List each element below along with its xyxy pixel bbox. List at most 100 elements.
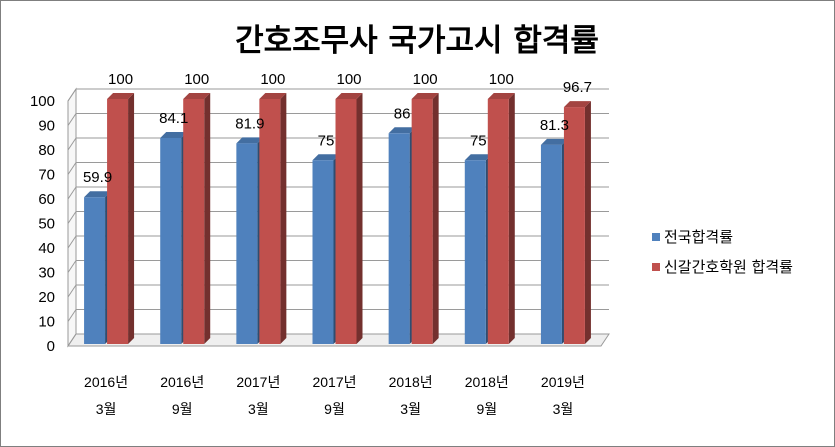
data-label: 59.9 (83, 169, 112, 186)
bar-top (335, 93, 363, 99)
data-label: 100 (413, 71, 438, 88)
bar (160, 131, 188, 344)
y-tick-label: 60 (38, 191, 55, 208)
data-label: 75 (470, 132, 487, 149)
bar-side (584, 101, 591, 345)
x-tick-label: 2019년 (541, 374, 585, 390)
bar (107, 93, 135, 344)
x-tick-label: 2016년 (84, 374, 128, 390)
bar-front (540, 144, 562, 344)
bar (464, 154, 492, 344)
bar-front (236, 143, 258, 344)
bar-side (356, 93, 363, 344)
bar (540, 138, 568, 344)
data-label: 81.9 (235, 115, 264, 132)
bar-side (508, 93, 515, 344)
legend-swatch (652, 233, 660, 241)
data-label: 81.3 (540, 117, 569, 134)
chart-title: 간호조무사 국가고시 합격률 (235, 23, 599, 59)
bar-top (563, 101, 591, 108)
legend-swatch (652, 263, 660, 271)
y-tick-label: 20 (38, 289, 55, 306)
gridline-side (67, 260, 77, 273)
bar-front (160, 137, 182, 344)
bar (183, 93, 211, 344)
bar-side (280, 93, 287, 344)
bar-top (107, 93, 135, 99)
x-tick-label: 2018년 (389, 374, 433, 390)
x-tick-label: 9월 (476, 401, 497, 417)
legend-entry: 전국합격률 (664, 228, 733, 246)
x-tick-label: 3월 (400, 401, 421, 417)
data-label: 84.1 (159, 110, 188, 127)
x-tick-label: 2016년 (160, 374, 204, 390)
bar-top (183, 93, 211, 99)
data-label: 96.7 (563, 79, 592, 96)
bar-top (487, 93, 515, 99)
bar (388, 127, 416, 344)
gridline-side (67, 235, 77, 249)
data-label: 100 (489, 71, 514, 88)
bar (259, 93, 287, 344)
y-tick-label: 40 (38, 240, 55, 257)
data-label: 100 (184, 71, 209, 88)
gridline-side (67, 333, 77, 347)
gridline-side (67, 186, 77, 200)
legend-entry: 신갈간호학원 합격률 (664, 258, 793, 276)
y-tick-label: 0 (47, 338, 55, 355)
bar-top (411, 93, 439, 99)
bar (563, 101, 591, 345)
x-tick-label: 2017년 (236, 374, 280, 390)
x-tick-label: 9월 (324, 401, 345, 417)
gridline-side (67, 284, 77, 298)
data-label: 75 (318, 132, 335, 149)
bar (487, 93, 515, 344)
x-tick-label: 3월 (248, 401, 269, 417)
gridline-side (67, 309, 77, 322)
bar-top (464, 154, 492, 161)
y-tick-label: 30 (38, 265, 55, 282)
bar-top (312, 154, 340, 161)
bar (335, 93, 363, 344)
gridline-side (67, 113, 77, 126)
bar-side (432, 93, 439, 344)
data-label: 100 (260, 71, 285, 88)
x-tick-label: 3월 (553, 401, 574, 417)
bar-front (487, 99, 509, 344)
y-tick-label: 100 (30, 93, 55, 110)
bar-front (563, 107, 585, 345)
bar-side (204, 93, 211, 344)
gridline-side (67, 162, 77, 175)
gridline-side (67, 137, 77, 151)
bar (84, 191, 112, 344)
gridline-side (67, 88, 77, 102)
bar-front (335, 99, 357, 344)
x-tick-label: 2018년 (465, 374, 509, 390)
bar-front (107, 99, 129, 344)
bar (236, 137, 264, 344)
x-tick-label: 9월 (172, 401, 193, 417)
x-tick-label: 3월 (96, 401, 117, 417)
y-tick-label: 90 (38, 118, 55, 135)
data-label: 86 (394, 105, 411, 122)
bar-front (411, 99, 433, 344)
bar-top (388, 127, 416, 134)
bar-front (259, 99, 281, 344)
y-tick-label: 70 (38, 167, 55, 184)
y-tick-label: 50 (38, 216, 55, 233)
bar-top (160, 131, 188, 138)
data-label: 100 (108, 71, 133, 88)
bar (312, 154, 340, 344)
bar-top (84, 191, 112, 198)
y-tick-label: 80 (38, 142, 55, 159)
bar-front (84, 197, 106, 344)
bar-top (259, 93, 287, 99)
gridline-side (67, 211, 77, 224)
bar-top (540, 138, 568, 145)
bar-front (183, 99, 205, 344)
bar-top (236, 137, 264, 144)
x-tick-label: 2017년 (312, 374, 356, 390)
bar-side (128, 93, 135, 344)
bar-front (464, 160, 486, 344)
